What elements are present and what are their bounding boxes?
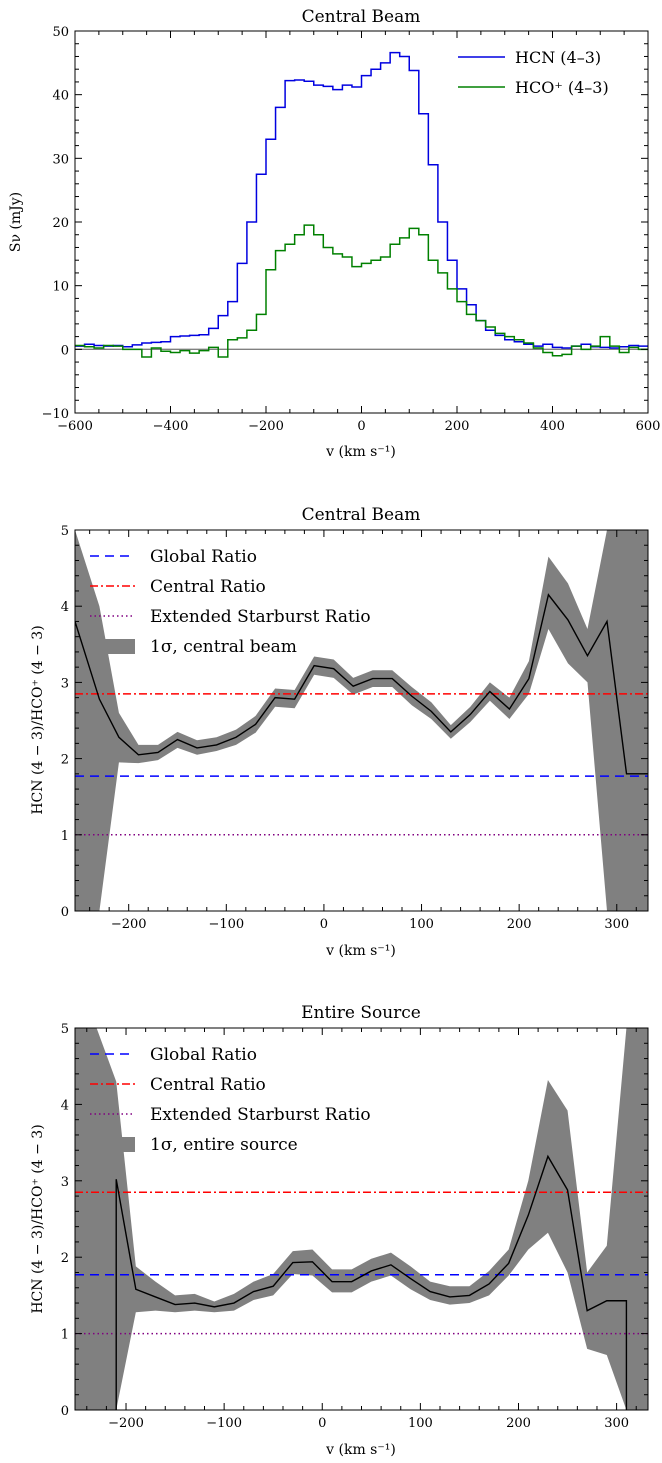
legend-label-central: Central Ratio bbox=[150, 1075, 266, 1095]
chart-title: Entire Source bbox=[301, 1003, 421, 1023]
x-axis-label: v (km s⁻¹) bbox=[325, 1442, 396, 1458]
x-tick-label: 600 bbox=[636, 419, 661, 434]
ratio-line bbox=[115, 1154, 628, 1410]
x-tick-label: 300 bbox=[604, 1416, 629, 1431]
legend-label-band: 1σ, entire source bbox=[150, 1135, 298, 1155]
x-tick-label: 0 bbox=[318, 1416, 326, 1431]
series-layer bbox=[75, 530, 648, 911]
series-line-hcn bbox=[75, 51, 648, 349]
ratio-line bbox=[75, 593, 648, 775]
ticks-layer: −200 −100 0 100 200 300 0 1 2 3 4 5 bbox=[61, 524, 648, 932]
legend-label-extended: Extended Starburst Ratio bbox=[150, 607, 371, 627]
y-tick-label: 50 bbox=[52, 25, 69, 40]
y-tick-label: 0 bbox=[61, 905, 69, 920]
plot-frame bbox=[74, 1027, 649, 1411]
plot-area bbox=[75, 51, 648, 358]
legend-label-band: 1σ, central beam bbox=[150, 637, 297, 657]
legend-label-global: Global Ratio bbox=[150, 1045, 257, 1065]
x-tick-label: −100 bbox=[208, 917, 244, 932]
plot-frame bbox=[74, 30, 649, 414]
ratio-chart-central-beam: Central Beam −200 −100 0 100 200 300 0 1 2 3 4 5 v … bbox=[30, 505, 649, 959]
series-layer bbox=[75, 51, 648, 358]
plot-area bbox=[75, 530, 648, 911]
plot-frame bbox=[74, 529, 649, 912]
chart-title: Central Beam bbox=[302, 505, 421, 525]
y-tick-label: 40 bbox=[52, 89, 69, 104]
legend: Global Ratio Central Ratio Extended Star… bbox=[90, 547, 371, 657]
x-tick-label: −600 bbox=[57, 419, 93, 434]
x-tick-label: −100 bbox=[206, 1416, 242, 1431]
x-tick-label: 0 bbox=[320, 917, 328, 932]
legend-label-hcn: HCN (4–3) bbox=[515, 48, 601, 67]
legend-label-global: Global Ratio bbox=[150, 547, 257, 567]
y-tick-label: 5 bbox=[61, 524, 69, 539]
x-tick-label: 200 bbox=[506, 1416, 531, 1431]
legend-label-hco: HCO⁺ (4–3) bbox=[515, 78, 609, 97]
x-tick-label: 0 bbox=[357, 419, 365, 434]
x-axis-label: v (km s⁻¹) bbox=[325, 943, 396, 959]
series-layer bbox=[75, 1028, 648, 1410]
y-tick-label: 30 bbox=[52, 152, 69, 167]
x-tick-label: 400 bbox=[540, 419, 565, 434]
y-axis-label: HCN (4 − 3)/HCO⁺ (4 − 3) bbox=[30, 625, 46, 814]
x-tick-label: −200 bbox=[108, 1416, 144, 1431]
x-tick-label: −200 bbox=[111, 917, 147, 932]
y-tick-label: 10 bbox=[52, 280, 69, 295]
sigma-band bbox=[75, 1028, 648, 1410]
x-tick-label: −400 bbox=[153, 419, 189, 434]
spectrum-chart: Central Beam −600 −400 −200 0 200 400 600 −10 0 1… bbox=[8, 7, 660, 460]
y-tick-label: 0 bbox=[61, 1404, 69, 1419]
y-tick-label: 4 bbox=[61, 600, 69, 615]
y-tick-label: 20 bbox=[52, 216, 69, 231]
y-tick-label: 2 bbox=[61, 1251, 69, 1266]
ratio-chart-entire-source: Entire Source −200 −100 0 100 200 300 0 1 2 3 4 5 v… bbox=[30, 1003, 649, 1458]
y-tick-label: 1 bbox=[61, 829, 69, 844]
y-axis-label: Sν (mJy) bbox=[8, 192, 24, 252]
x-tick-label: 200 bbox=[445, 419, 470, 434]
x-tick-label: 200 bbox=[507, 917, 532, 932]
y-tick-label: 2 bbox=[61, 753, 69, 768]
x-tick-label: 100 bbox=[408, 1416, 433, 1431]
ticks-layer: −200 −100 0 100 200 300 0 1 2 3 4 5 bbox=[61, 1022, 648, 1431]
y-tick-label: −10 bbox=[42, 407, 69, 422]
y-tick-label: 3 bbox=[61, 676, 69, 691]
y-axis-label: HCN (4 − 3)/HCO⁺ (4 − 3) bbox=[30, 1124, 46, 1313]
legend-swatch-band bbox=[90, 639, 135, 654]
chart-title: Central Beam bbox=[302, 7, 421, 27]
y-tick-label: 5 bbox=[61, 1022, 69, 1037]
y-tick-label: 0 bbox=[61, 343, 69, 358]
x-axis-label: v (km s⁻¹) bbox=[325, 444, 396, 460]
x-tick-label: 100 bbox=[409, 917, 434, 932]
series-line-hco bbox=[75, 224, 648, 358]
legend: HCN (4–3) HCO⁺ (4–3) bbox=[458, 48, 609, 97]
plot-area bbox=[75, 1028, 648, 1410]
y-tick-label: 4 bbox=[61, 1098, 69, 1113]
y-tick-label: 3 bbox=[61, 1175, 69, 1190]
x-tick-label: 300 bbox=[604, 917, 629, 932]
y-tick-label: 1 bbox=[61, 1328, 69, 1343]
ticks-layer: −600 −400 −200 0 200 400 600 −10 0 10 20 30 40 50 bbox=[42, 25, 661, 434]
legend-swatch-band bbox=[90, 1137, 135, 1152]
legend-label-central: Central Ratio bbox=[150, 577, 266, 597]
legend: Global Ratio Central Ratio Extended Star… bbox=[90, 1045, 371, 1155]
legend-label-extended: Extended Starburst Ratio bbox=[150, 1105, 371, 1125]
x-tick-label: −200 bbox=[248, 419, 284, 434]
